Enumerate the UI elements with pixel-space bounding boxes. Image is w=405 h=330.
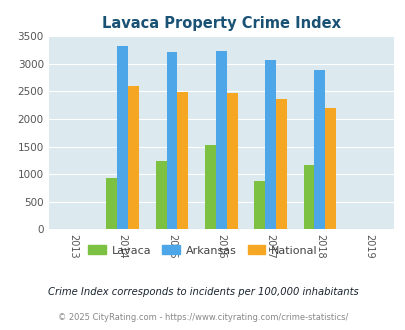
Legend: Lavaca, Arkansas, National: Lavaca, Arkansas, National [84,241,321,260]
Bar [156,161,166,229]
Bar [324,108,335,229]
Bar [177,92,188,229]
Title: Lavaca Property Crime Index: Lavaca Property Crime Index [102,16,340,31]
Bar [275,99,286,229]
Bar [215,50,226,229]
Bar [303,165,313,229]
Bar [117,46,128,229]
Bar [264,60,275,229]
Text: © 2025 CityRating.com - https://www.cityrating.com/crime-statistics/: © 2025 CityRating.com - https://www.city… [58,313,347,322]
Bar [254,181,264,229]
Bar [166,52,177,229]
Text: Crime Index corresponds to incidents per 100,000 inhabitants: Crime Index corresponds to incidents per… [47,287,358,297]
Bar [313,70,324,229]
Bar [106,178,117,229]
Bar [226,93,237,229]
Bar [205,145,215,229]
Bar [128,86,139,229]
